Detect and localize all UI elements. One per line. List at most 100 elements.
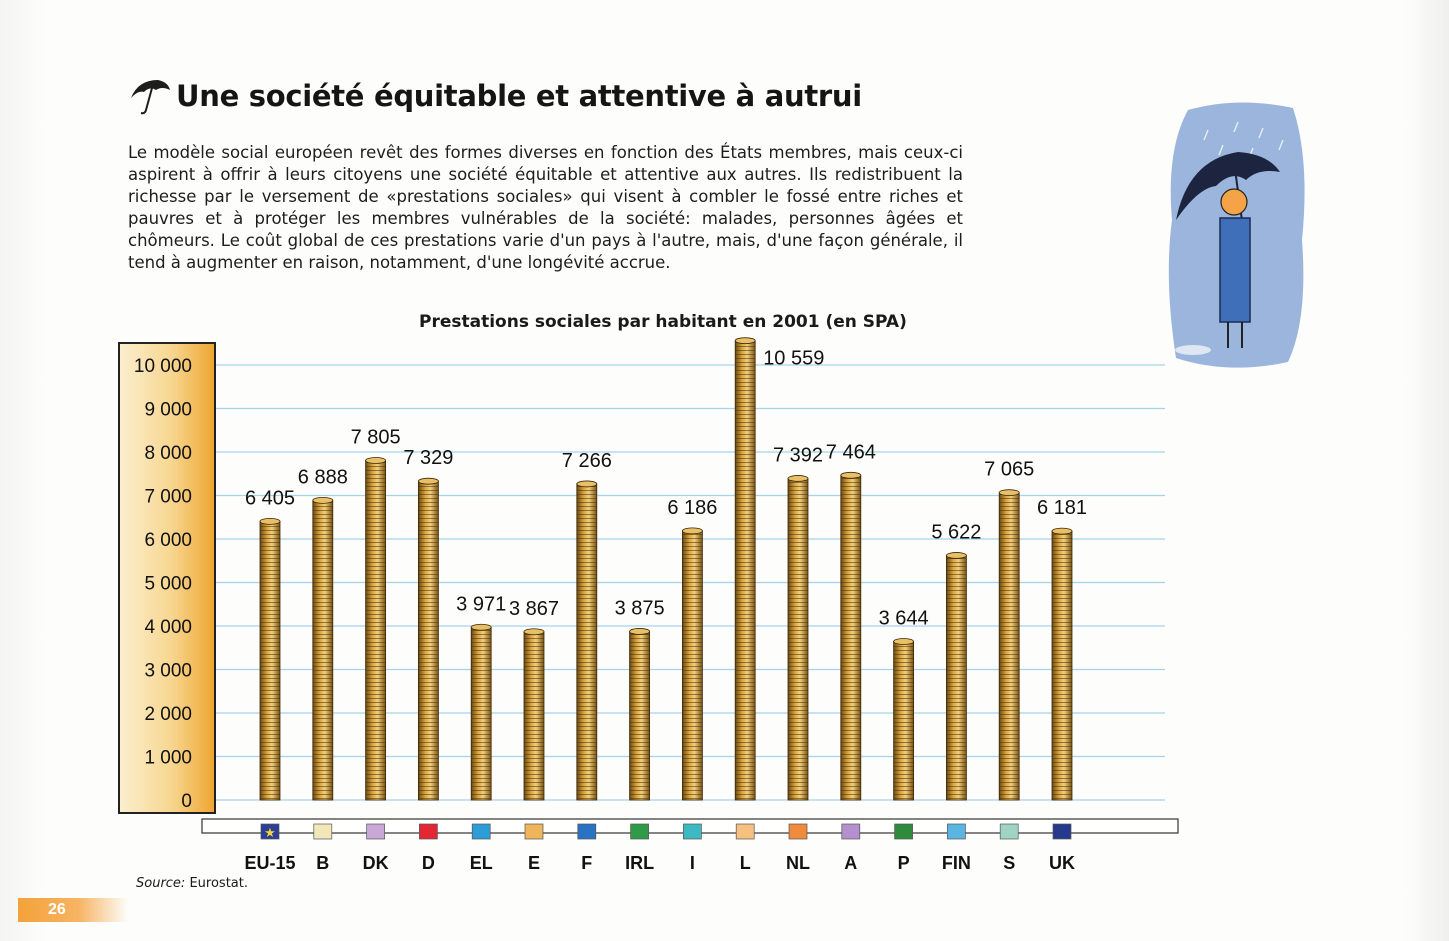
country-flag: [471, 823, 491, 840]
bar-value-label: 3 875: [615, 597, 665, 619]
source-label: Source:: [136, 876, 186, 891]
bar-value-label: 6 186: [667, 497, 717, 519]
bar-top-coin: [734, 337, 756, 345]
bar-top-coin: [523, 628, 545, 636]
bar-coin-stripes: [312, 500, 333, 800]
bar-value-label: 7 329: [403, 447, 453, 469]
bar-value-label: 5 622: [931, 521, 981, 543]
bar-top-coin: [840, 471, 862, 479]
x-tick-label: I: [690, 853, 695, 873]
bar-top-coin: [893, 638, 914, 645]
x-tick-label: L: [740, 853, 751, 873]
bar-coin-stripes: [471, 627, 492, 800]
eu-star-icon: ★: [264, 826, 276, 841]
x-tick-label: P: [898, 853, 910, 873]
bar-top-coin: [998, 489, 1020, 497]
y-tick-label: 9 000: [144, 400, 192, 421]
bar-value-label: 10 559: [763, 348, 824, 370]
country-flag: [947, 823, 966, 840]
country-flag: [419, 823, 438, 840]
bar-coin-stripes: [260, 521, 280, 800]
bar-coin-stripes: [524, 631, 544, 800]
page-title: Une société équitable et attentive à aut…: [176, 79, 862, 113]
bar-top-coin: [576, 480, 598, 488]
bar-value-label: 7 065: [984, 459, 1034, 481]
country-flag: [788, 823, 808, 840]
bar-value-label: 6 405: [245, 487, 295, 509]
country-flag: [313, 823, 333, 840]
bar-chart: 0 1 000 2 000 3 000 4 000 5 000 6 000 7 000 8 00…: [118, 337, 1179, 873]
country-flag: [630, 823, 649, 840]
bar-coin-stripes: [629, 631, 650, 800]
bar-coin-stripes: [946, 555, 967, 800]
y-axis-frame: [118, 342, 216, 814]
bar-top-coin: [1051, 527, 1073, 535]
bar-value-label: 7 805: [351, 426, 401, 448]
x-tick-label: NL: [786, 853, 810, 873]
chart-title: Prestations sociales par habitant en 200…: [419, 312, 907, 332]
bar-top-coin: [946, 552, 967, 559]
bar-value-label: 7 266: [562, 450, 612, 472]
bar-value-label: 7 392: [773, 444, 823, 466]
y-tick-label: 3 000: [144, 661, 192, 682]
x-tick-label: IRL: [625, 853, 654, 873]
y-axis-panel: [118, 342, 216, 814]
source-value: Eurostat.: [189, 876, 249, 891]
x-tick-label: F: [581, 853, 592, 873]
y-tick-label: 7 000: [144, 487, 192, 508]
country-flag: [841, 823, 861, 840]
bar-coin-stripes: [893, 641, 914, 800]
page-number: 26: [18, 898, 128, 922]
country-flag: [683, 823, 702, 840]
bar-coin-stripes: [682, 530, 703, 800]
heading: Une société équitable et attentive à aut…: [128, 76, 862, 116]
x-tick-label: DK: [363, 853, 389, 873]
y-tick-label: 10 000: [134, 356, 192, 377]
intro-paragraph: Le modèle social européen revêt des form…: [128, 143, 963, 272]
bar-coin-stripes: [365, 460, 386, 800]
bar-top-coin: [365, 457, 387, 464]
y-axis-background: [119, 343, 215, 813]
bar-coin-stripes: [840, 475, 861, 800]
y-tick-label: 4 000: [144, 617, 192, 638]
bar-value-label: 6 181: [1037, 497, 1087, 519]
country-flag: [1052, 823, 1072, 840]
bar-value-label: 3 971: [456, 593, 506, 615]
country-flag: [735, 823, 755, 840]
bar-top-coin: [629, 628, 650, 635]
x-tick-label: FIN: [942, 853, 971, 873]
bar-coin-stripes: [1052, 531, 1072, 800]
bar-coin-stripes: [788, 478, 808, 800]
bar-coin-stripes: [576, 483, 597, 800]
y-tick-label: 0: [181, 791, 192, 812]
bar-top-coin: [312, 496, 334, 504]
x-tick-label: EU-15: [244, 853, 295, 873]
bar-top-coin: [259, 517, 281, 525]
umbrella-icon: [131, 80, 170, 115]
bar-top-coin: [470, 623, 492, 631]
country-flag: [999, 823, 1019, 840]
bar-value-label: 3 867: [509, 598, 559, 620]
bar-coin-stripes: [999, 492, 1020, 800]
x-tick-label: D: [422, 853, 435, 873]
country-flag: [260, 823, 280, 840]
bar-top-coin: [682, 527, 703, 535]
country-flag: [366, 823, 385, 840]
y-tick-label: 8 000: [144, 443, 192, 464]
country-flags: ★: [260, 823, 1072, 841]
x-tick-label: B: [316, 853, 329, 873]
x-tick-label: E: [528, 853, 540, 873]
x-tick-label: A: [844, 853, 857, 873]
x-tick-label: UK: [1049, 853, 1075, 873]
country-flag: [524, 823, 544, 840]
bar-value-label: 3 644: [879, 607, 929, 629]
bar-top-coin: [417, 477, 439, 485]
y-tick-label: 1 000: [144, 748, 192, 769]
y-tick-label: 6 000: [144, 530, 192, 551]
bar-top-coin: [787, 475, 809, 482]
bar-value-label: 7 464: [826, 441, 876, 463]
x-tick-label: EL: [470, 853, 493, 873]
bar-coin-stripes: [418, 481, 439, 800]
y-tick-label: 5 000: [144, 574, 192, 595]
